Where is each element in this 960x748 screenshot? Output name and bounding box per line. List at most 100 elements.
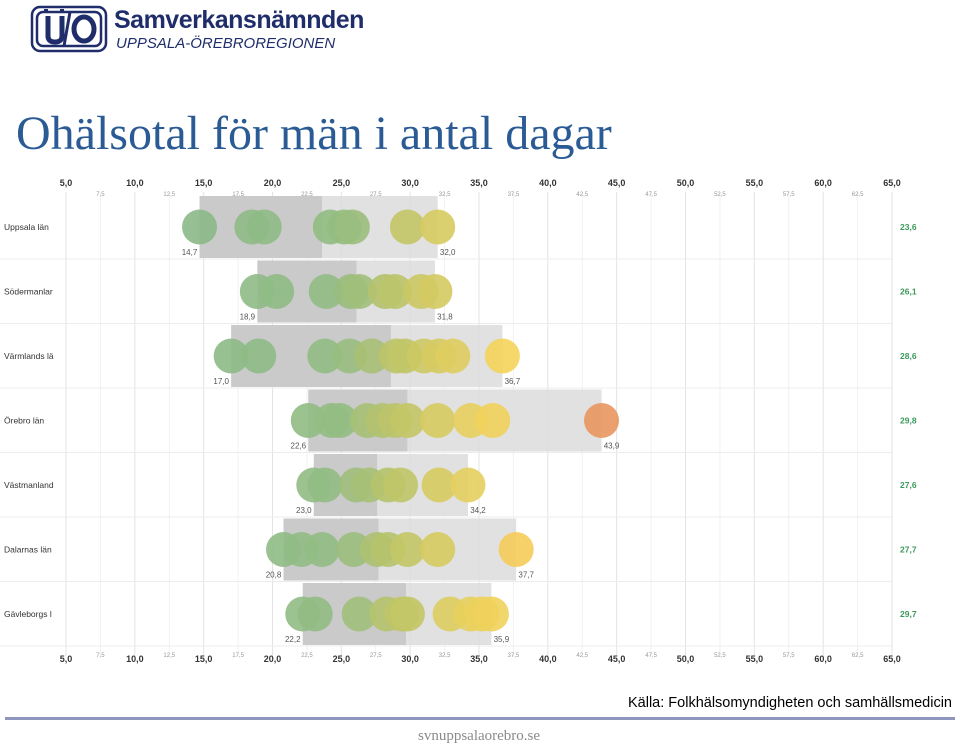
municipality-bubble [246,209,282,245]
municipality-bubble [341,274,377,309]
municipality-bubble [389,209,425,245]
minor-tick-label-bottom: 37,5 [508,653,520,659]
municipality-bubble [341,596,377,632]
municipality-bubble [322,403,358,438]
region-label: Södermanlar [4,287,53,297]
minor-tick-label-bottom: 52,5 [714,653,726,659]
municipality-bubble [259,274,295,309]
municipality-bubble [473,596,509,632]
minor-tick-label-top: 42,5 [576,192,588,198]
tick-label-top: 35,0 [470,178,488,188]
max-label: 36,7 [505,377,521,386]
page-title: Ohälsotal för män i antal dagar [16,107,612,160]
municipality-bubble [182,209,218,245]
minor-tick-label-top: 57,5 [783,192,795,198]
tick-label-bottom: 65,0 [883,654,901,664]
min-label: 20,8 [266,571,282,580]
municipality-bubble [389,403,425,438]
tick-label-top: 55,0 [746,178,764,188]
max-label: 32,0 [440,248,456,257]
municipality-bubble [297,596,333,632]
municipality-bubble [420,403,456,438]
municipality-bubble [420,209,456,245]
footer-url: svnuppsalaorebro.se [418,728,541,744]
minor-tick-label-top: 7,5 [96,192,105,198]
logo: Samverkansnämnden UPPSALA-ÖREBROREGIONEN [30,4,364,54]
minor-tick-label-top: 32,5 [439,192,451,198]
tick-label-bottom: 30,0 [401,654,419,664]
municipality-bubble [421,467,457,503]
mean-label: 28,6 [900,351,917,361]
minor-tick-label-top: 22,5 [301,192,313,198]
tick-label-top: 65,0 [883,178,901,188]
mean-label: 27,6 [900,480,917,490]
municipality-bubble [241,338,277,374]
region-label: Västmanland [4,480,54,490]
municipality-bubble [334,209,370,245]
tick-label-top: 5,0 [60,178,73,188]
minor-tick-label-bottom: 22,5 [301,653,313,659]
municipality-bubble [304,532,340,567]
logo-mark-icon [30,5,108,53]
tick-label-bottom: 10,0 [126,654,144,664]
tick-label-bottom: 55,0 [746,654,764,664]
municipality-bubble [377,274,413,309]
tick-label-top: 20,0 [264,178,282,188]
tick-label-top: 50,0 [677,178,695,188]
region-label: Uppsala län [4,222,49,232]
mean-label: 23,6 [900,222,917,232]
min-label: 17,0 [213,377,229,386]
min-label: 22,6 [291,442,307,451]
tick-label-top: 30,0 [401,178,419,188]
tick-label-bottom: 40,0 [539,654,557,664]
municipality-bubble [308,274,344,309]
minor-tick-label-bottom: 17,5 [232,653,244,659]
municipality-bubble [498,532,534,567]
min-label: 18,9 [240,313,256,322]
tick-label-bottom: 5,0 [60,654,73,664]
municipality-bubble [420,532,456,567]
region-label: Dalarnas län [4,545,52,555]
source-note: Källa: Folkhälsomyndigheten och samhälls… [628,695,952,711]
municipality-bubble [213,338,249,374]
tick-label-top: 25,0 [333,178,351,188]
org-name: Samverkansnämnden [114,6,364,34]
tick-label-bottom: 50,0 [677,654,695,664]
minor-tick-label-top: 62,5 [852,192,864,198]
region-label: Gävleborgs l [4,609,52,619]
municipality-bubble [307,467,343,503]
mean-label: 29,8 [900,416,917,426]
minor-tick-label-top: 37,5 [508,192,520,198]
municipality-bubble [475,403,511,438]
tick-label-bottom: 15,0 [195,654,213,664]
tick-label-bottom: 45,0 [608,654,626,664]
footer-divider [5,717,955,720]
region-label: Örebro län [4,416,44,426]
tick-label-bottom: 25,0 [333,654,351,664]
tick-label-top: 15,0 [195,178,213,188]
minor-tick-label-bottom: 47,5 [645,653,657,659]
max-label: 37,7 [518,571,534,580]
municipality-bubble [450,467,486,503]
mean-label: 29,7 [900,609,917,619]
minor-tick-label-bottom: 62,5 [852,653,864,659]
municipality-bubble [417,274,453,309]
municipality-bubble [435,338,471,374]
minor-tick-label-top: 47,5 [645,192,657,198]
mean-label: 27,7 [900,545,917,555]
minor-tick-label-top: 52,5 [714,192,726,198]
tick-label-top: 45,0 [608,178,626,188]
max-label: 31,8 [437,313,453,322]
municipality-bubble [307,338,343,374]
minor-tick-label-top: 27,5 [370,192,382,198]
municipality-bubble [354,338,390,374]
tick-label-top: 60,0 [814,178,832,188]
minor-tick-label-top: 12,5 [163,192,175,198]
tick-label-bottom: 20,0 [264,654,282,664]
minor-tick-label-bottom: 12,5 [163,653,175,659]
min-label: 23,0 [296,506,312,515]
minor-tick-label-bottom: 57,5 [783,653,795,659]
minor-tick-label-bottom: 32,5 [439,653,451,659]
minor-tick-label-bottom: 27,5 [370,653,382,659]
tick-label-bottom: 35,0 [470,654,488,664]
